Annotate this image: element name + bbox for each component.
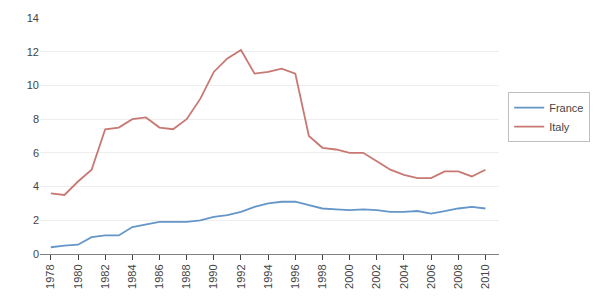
svg-text:1986: 1986: [153, 264, 165, 288]
svg-text:4: 4: [33, 180, 39, 192]
svg-text:1996: 1996: [289, 264, 301, 288]
svg-text:1982: 1982: [99, 264, 111, 288]
svg-text:France: France: [549, 102, 583, 114]
svg-text:8: 8: [33, 113, 39, 125]
svg-text:10: 10: [27, 79, 39, 91]
svg-text:1994: 1994: [262, 264, 274, 288]
svg-text:1984: 1984: [126, 264, 138, 288]
svg-text:2000: 2000: [343, 264, 355, 288]
svg-text:2010: 2010: [479, 264, 491, 288]
svg-text:1980: 1980: [72, 264, 84, 288]
svg-text:2006: 2006: [425, 264, 437, 288]
svg-text:6: 6: [33, 147, 39, 159]
svg-text:2: 2: [33, 214, 39, 226]
svg-text:1988: 1988: [180, 264, 192, 288]
svg-text:12: 12: [27, 46, 39, 58]
svg-text:1992: 1992: [235, 264, 247, 288]
svg-text:2004: 2004: [398, 264, 410, 288]
svg-text:14: 14: [27, 12, 39, 24]
svg-text:1990: 1990: [207, 264, 219, 288]
svg-text:0: 0: [33, 248, 39, 260]
svg-text:2002: 2002: [370, 264, 382, 288]
svg-text:Italy: Italy: [549, 121, 570, 133]
svg-text:1998: 1998: [316, 264, 328, 288]
svg-text:1978: 1978: [44, 264, 56, 288]
svg-text:2008: 2008: [452, 264, 464, 288]
